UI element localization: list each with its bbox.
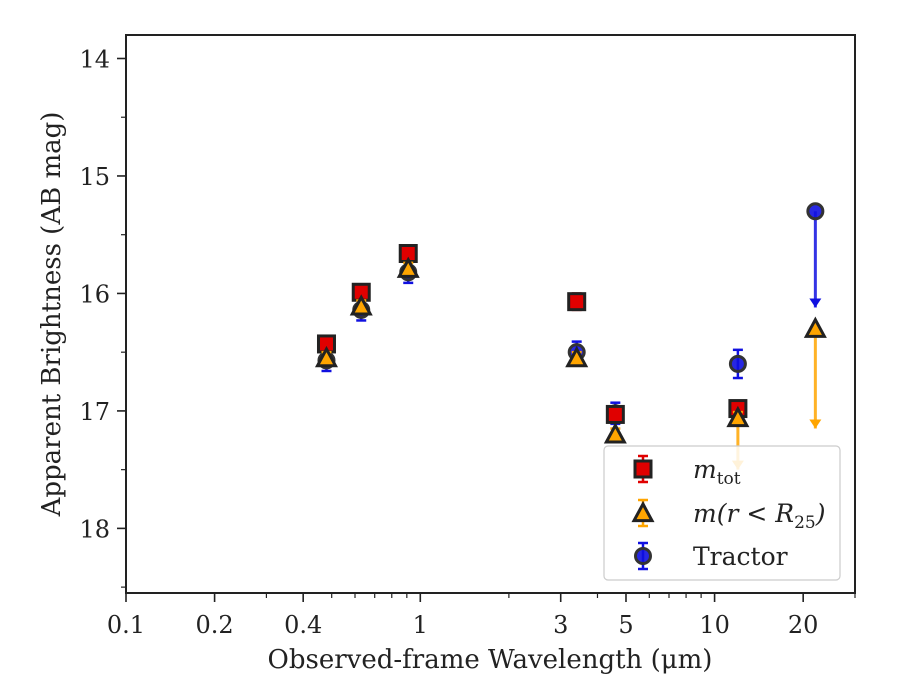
- y-tick-label: 14: [79, 45, 110, 73]
- x-tick-label: 0.4: [284, 611, 322, 639]
- x-tick-label: 0.2: [196, 611, 234, 639]
- legend-mtot-marker: [633, 459, 653, 479]
- mr25-point: [603, 422, 627, 444]
- mtot-point: [567, 292, 587, 312]
- mtot-point: [605, 404, 625, 424]
- x-tick-label: 1: [413, 611, 428, 639]
- mr25-point: [396, 256, 420, 278]
- x-tick-label: 10: [699, 611, 730, 639]
- mr25-point: [726, 405, 750, 428]
- legend: mtot m(r < R25) Tractor: [603, 445, 841, 581]
- mr25-point: [349, 294, 373, 316]
- legend-tractor-marker: [634, 547, 652, 565]
- mr25-point: [803, 316, 827, 338]
- plot-area: [314, 202, 827, 470]
- legend-box: [603, 445, 841, 581]
- legend-label-mtot: mtot: [693, 455, 741, 489]
- y-tick-label: 16: [79, 280, 110, 308]
- x-tick-label: 3: [553, 611, 568, 639]
- plot-frame: [125, 34, 856, 594]
- legend-mr25-marker: [631, 500, 655, 523]
- x-tick-label: 5: [618, 611, 633, 639]
- y-tick-label: 18: [79, 515, 110, 543]
- mr25-point: [314, 345, 339, 368]
- y-tick-label: 15: [79, 163, 110, 191]
- y-axis-label: Apparent Brightness (AB mag): [37, 112, 67, 518]
- x-axis: 0.1 0.2 0.4 1 3 5 10 20: [107, 593, 856, 639]
- tractor-point: [728, 354, 747, 373]
- x-axis-label: Observed-frame Wavelength (μm): [268, 645, 713, 675]
- legend-label-tractor: Tractor: [693, 542, 788, 571]
- mr25-upper-limit-arrow-head: [809, 419, 822, 429]
- legend-label-mr25: m(r < R25): [693, 499, 825, 533]
- y-tick-label: 17: [79, 398, 110, 426]
- x-tick-label: 0.1: [107, 611, 145, 639]
- mr25-point: [565, 345, 589, 368]
- tractor-point: [806, 202, 825, 221]
- tractor-upper-limit-arrow-head: [809, 298, 822, 308]
- y-axis: 14 15 16 17 18: [79, 45, 126, 588]
- x-tick-label: 20: [788, 611, 819, 639]
